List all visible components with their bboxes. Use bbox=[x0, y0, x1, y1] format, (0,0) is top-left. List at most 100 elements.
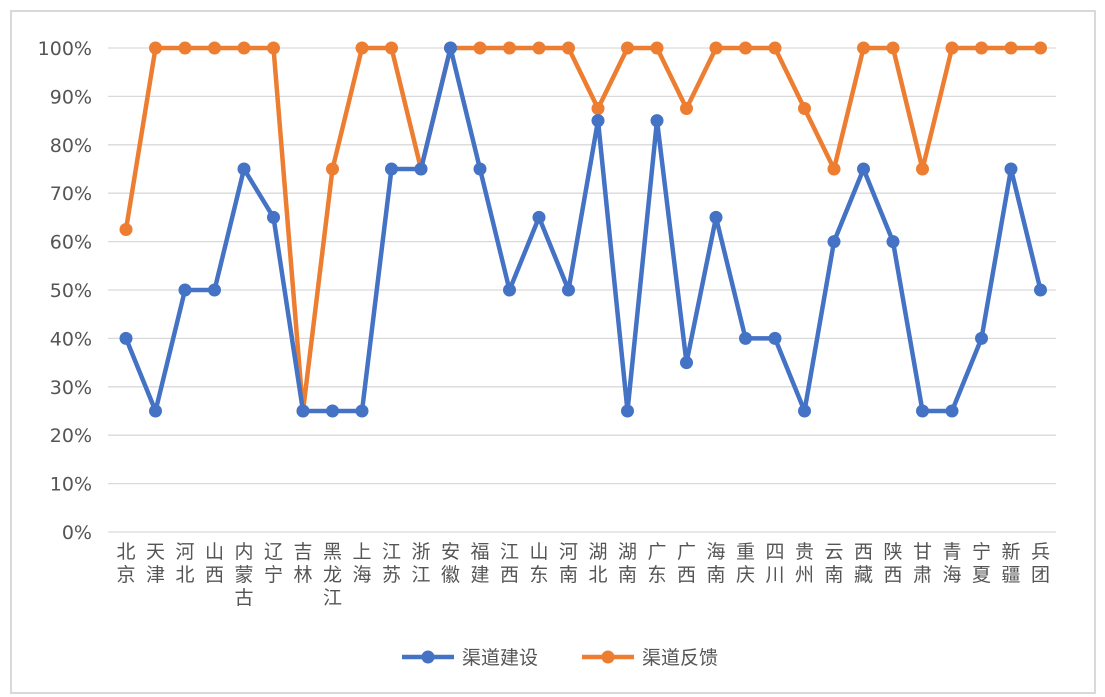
y-tick-label: 70% bbox=[50, 183, 92, 205]
data-point bbox=[975, 41, 988, 55]
x-tick-label: 安徽 bbox=[441, 541, 460, 586]
x-tick-label: 吉林 bbox=[293, 541, 312, 586]
x-tick-label: 江西 bbox=[500, 541, 519, 586]
x-tick-label: 湖北 bbox=[588, 541, 607, 586]
y-tick-label: 100% bbox=[38, 38, 92, 60]
x-tick-label: 湖南 bbox=[618, 541, 637, 586]
data-point bbox=[768, 331, 782, 345]
data-point bbox=[267, 210, 280, 224]
data-point bbox=[355, 41, 369, 55]
data-point bbox=[945, 404, 959, 418]
x-tick-label: 上海 bbox=[352, 541, 371, 586]
x-tick-label: 河南 bbox=[559, 541, 578, 586]
x-tick-label: 浙江 bbox=[411, 541, 430, 586]
data-point bbox=[975, 331, 988, 345]
legend-label: 渠道建设 bbox=[462, 647, 538, 669]
x-axis-labels: 北京天津河北山西内蒙古辽宁吉林黑龙江上海江苏浙江安徽福建江西山东河南湖北湖南广东… bbox=[116, 541, 1050, 609]
data-point bbox=[739, 331, 752, 345]
data-point bbox=[503, 41, 516, 55]
x-tick-label: 贵州 bbox=[795, 541, 814, 586]
x-tick-label: 广东 bbox=[647, 541, 666, 586]
data-point bbox=[296, 404, 310, 418]
data-point bbox=[709, 41, 723, 55]
chart-frame bbox=[10, 10, 1096, 694]
data-point bbox=[1034, 41, 1047, 55]
data-point bbox=[237, 162, 251, 176]
legend-swatch-marker bbox=[601, 650, 615, 664]
data-point bbox=[886, 41, 900, 55]
data-point bbox=[503, 283, 516, 297]
data-point bbox=[857, 41, 870, 55]
legend-swatch-marker bbox=[421, 650, 435, 664]
x-tick-label: 云南 bbox=[824, 541, 843, 586]
x-tick-label: 江苏 bbox=[382, 541, 401, 586]
data-point bbox=[237, 41, 251, 55]
x-tick-label: 黑龙江 bbox=[323, 541, 342, 609]
data-point bbox=[916, 404, 929, 418]
data-point bbox=[798, 404, 811, 418]
data-point bbox=[178, 41, 192, 55]
legend-item: 渠道建设 bbox=[402, 647, 538, 669]
data-point bbox=[591, 114, 605, 128]
y-tick-label: 60% bbox=[50, 232, 92, 254]
data-point bbox=[1004, 162, 1018, 176]
y-tick-label: 40% bbox=[50, 328, 92, 350]
data-point bbox=[562, 283, 575, 297]
x-tick-label: 西藏 bbox=[854, 541, 873, 586]
data-point bbox=[532, 210, 546, 224]
data-point bbox=[916, 162, 929, 176]
data-point bbox=[650, 114, 664, 128]
data-point bbox=[650, 41, 664, 55]
data-point bbox=[886, 235, 900, 249]
data-point bbox=[680, 356, 693, 370]
series-layer bbox=[119, 41, 1047, 418]
x-tick-label: 甘肃 bbox=[913, 541, 932, 586]
y-tick-label: 0% bbox=[62, 522, 92, 544]
data-point bbox=[326, 404, 339, 418]
y-tick-label: 30% bbox=[50, 377, 92, 399]
data-point bbox=[473, 162, 487, 176]
data-point bbox=[532, 41, 546, 55]
data-point bbox=[444, 41, 457, 55]
data-point bbox=[798, 102, 811, 115]
data-point bbox=[178, 283, 192, 297]
x-tick-label: 北京 bbox=[116, 541, 135, 586]
y-axis-labels: 0% 10% 20% 30% 40% 50% 60% 70% 80% 90% 100% bbox=[38, 38, 92, 544]
series-line bbox=[123, 45, 1043, 414]
y-tick-label: 20% bbox=[50, 425, 92, 447]
data-point bbox=[119, 331, 133, 345]
x-tick-label: 陕西 bbox=[883, 541, 902, 586]
x-tick-label: 重庆 bbox=[736, 541, 755, 586]
data-point bbox=[709, 210, 723, 224]
x-tick-label: 山西 bbox=[205, 541, 224, 586]
data-point bbox=[326, 162, 339, 176]
x-tick-label: 四川 bbox=[765, 541, 784, 586]
data-point bbox=[1004, 41, 1018, 55]
gridlines bbox=[108, 47, 1056, 533]
x-tick-label: 天津 bbox=[146, 541, 165, 586]
data-point bbox=[149, 41, 162, 55]
data-point bbox=[208, 41, 221, 55]
data-point bbox=[1034, 283, 1047, 297]
y-tick-label: 50% bbox=[50, 280, 92, 302]
data-point bbox=[739, 41, 752, 55]
x-tick-label: 广西 bbox=[677, 541, 696, 586]
x-tick-label: 海南 bbox=[706, 541, 725, 586]
data-point bbox=[857, 162, 870, 176]
data-point bbox=[267, 41, 280, 55]
data-point bbox=[945, 41, 959, 55]
data-point bbox=[591, 102, 605, 115]
legend: 渠道建设 渠道反馈 bbox=[402, 647, 718, 669]
x-tick-label: 河北 bbox=[175, 541, 194, 586]
data-point bbox=[119, 223, 133, 236]
data-point bbox=[621, 41, 634, 55]
legend-label: 渠道反馈 bbox=[642, 647, 718, 669]
data-point bbox=[355, 404, 369, 418]
y-tick-label: 90% bbox=[50, 86, 92, 108]
data-point bbox=[680, 102, 693, 115]
x-tick-label: 新疆 bbox=[1001, 541, 1020, 586]
x-tick-label: 兵团 bbox=[1031, 541, 1050, 586]
data-point bbox=[827, 235, 841, 249]
data-point bbox=[385, 162, 398, 176]
